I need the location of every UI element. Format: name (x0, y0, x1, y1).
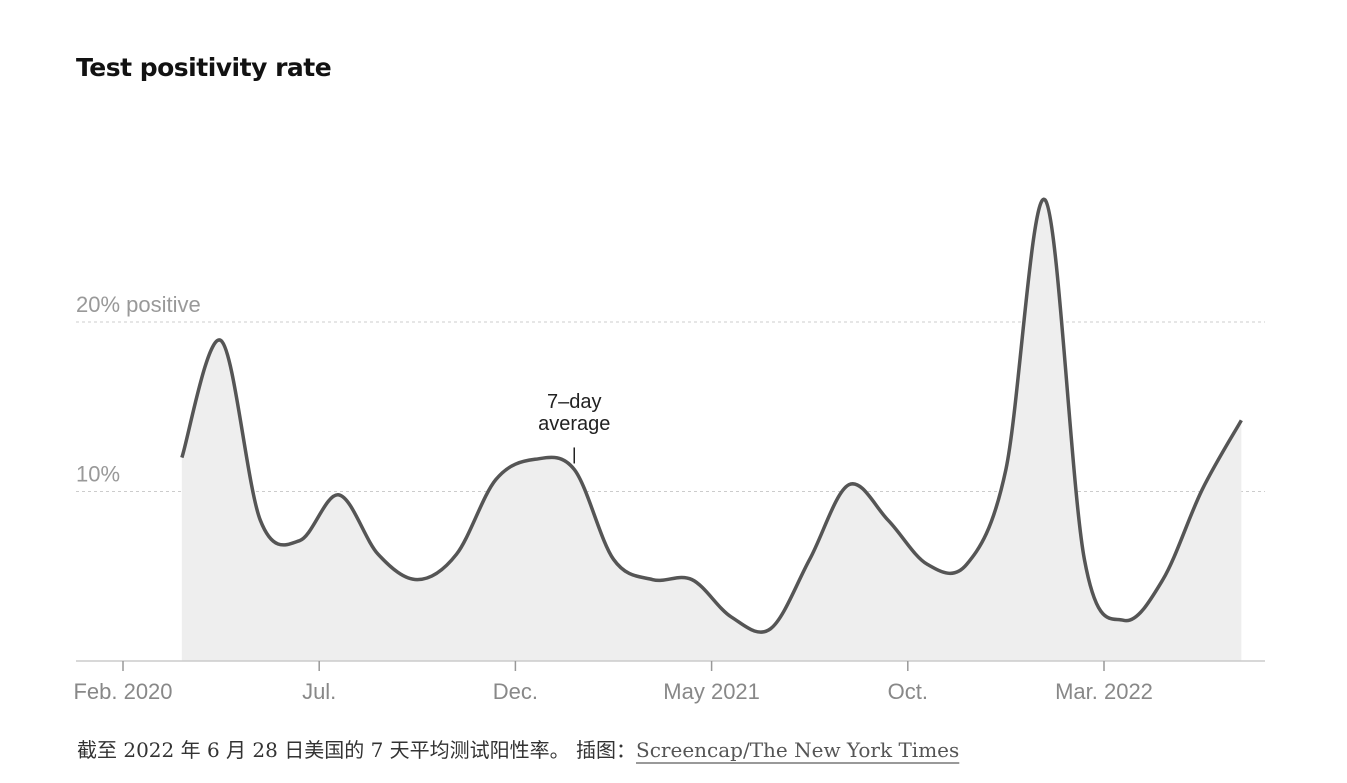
x-tick-label: Jul. (302, 679, 336, 704)
y-tick-label: 10% (76, 462, 120, 487)
caption-block: 截至 2022 年 6 月 28 日美国的 7 天平均测试阳性率。 插图：Scr… (77, 734, 959, 763)
y-tick-label: 20% positive (76, 292, 201, 317)
area (181, 199, 1242, 661)
annotation: 7–day average (538, 391, 611, 436)
chart-title: Test positivity rate (76, 53, 331, 82)
chart: Test positivity rate 10% 20% positive Feb.… (73, 53, 1265, 704)
credit[interactable]: Screencap/The New York Times (636, 738, 960, 762)
x-tick-label: Dec. (493, 679, 538, 704)
x-tick-label: Feb. 2020 (73, 679, 172, 704)
x-tick-label: Oct. (888, 679, 928, 704)
annotation-box: 7–day average (538, 391, 611, 436)
caption: 截至 2022 年 6 月 28 日美国的 7 天平均测试阳性率。 插图： (77, 738, 637, 762)
x-tick-label: May 2021 (663, 679, 760, 704)
line (180, 197, 1243, 634)
x-tick-label: Mar. 2022 (1055, 679, 1153, 704)
